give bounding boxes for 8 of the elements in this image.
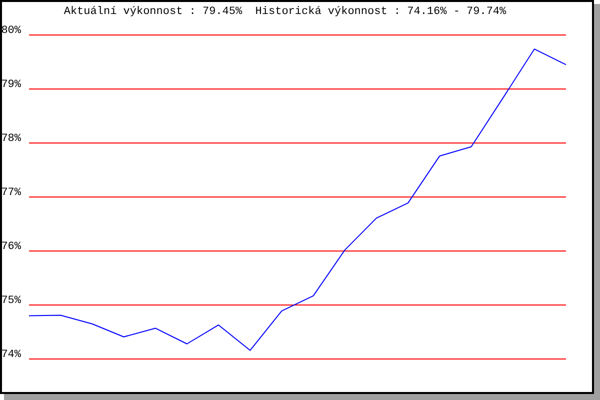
y-tick-label: 78% (1, 132, 22, 145)
y-tick-label: 75% (1, 294, 22, 307)
y-tick-label: 74% (1, 348, 22, 361)
y-tick-label: 76% (1, 240, 22, 253)
y-tick-label: 79% (1, 78, 22, 91)
y-tick-label: 77% (1, 186, 22, 199)
y-tick-label: 80% (1, 24, 22, 37)
chart-title: Aktuální výkonnost : 79.45% Historická výkonnost : 74.16% - 79.74% (62, 6, 508, 18)
